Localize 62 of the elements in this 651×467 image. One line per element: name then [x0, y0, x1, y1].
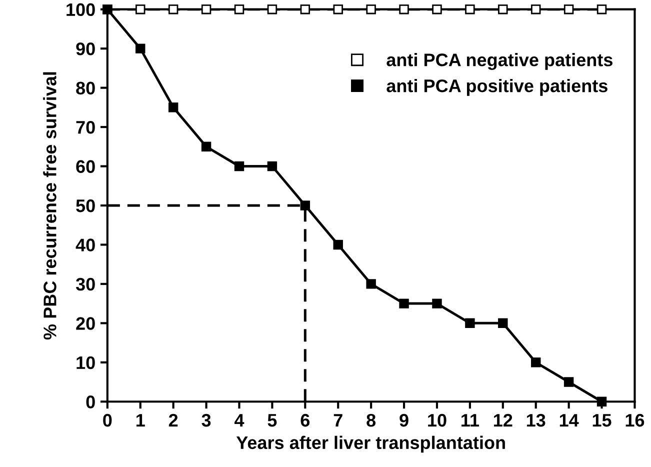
- legend-label: anti PCA negative patients: [386, 53, 612, 70]
- point: [596, 396, 607, 406]
- point: [300, 4, 310, 14]
- point: [168, 102, 178, 112]
- point: [366, 279, 376, 289]
- x-tick-label: 0: [103, 414, 112, 427]
- x-tick-label: 4: [234, 414, 244, 427]
- point: [234, 161, 244, 172]
- x-tick-label: 11: [462, 414, 479, 427]
- point: [596, 4, 607, 14]
- y-tick-label: 0: [86, 396, 95, 408]
- x-tick-label: 3: [202, 414, 211, 427]
- y-tick-label: 100: [66, 3, 95, 16]
- point: [564, 4, 574, 14]
- x-tick-label: 8: [366, 414, 376, 427]
- point: [432, 4, 442, 14]
- point: [267, 4, 278, 14]
- point: [333, 240, 343, 250]
- y-tick-label: 60: [76, 160, 95, 173]
- x-tick-label: 14: [560, 414, 579, 427]
- y-tick-label: 90: [76, 42, 95, 56]
- x-tick-label: 16: [626, 414, 644, 427]
- point: [432, 298, 442, 308]
- x-tick-label: 7: [334, 414, 342, 427]
- point: [136, 44, 146, 54]
- point: [530, 358, 541, 368]
- legend-label: anti PCA positive patients: [386, 78, 608, 96]
- y-axis-title: % PBC recurrence free survival: [43, 72, 56, 340]
- y-tick-label: 20: [76, 317, 95, 330]
- point: [333, 4, 343, 14]
- point: [234, 4, 244, 14]
- x-tick-label: 5: [268, 414, 277, 427]
- point: [498, 4, 508, 14]
- x-tick-label: 15: [592, 414, 612, 427]
- point: [366, 4, 376, 14]
- point: [530, 4, 541, 14]
- y-tick-label: 70: [76, 120, 95, 134]
- x-tick-label: 12: [494, 414, 512, 427]
- x-axis-title: Years after liver transplantation: [236, 436, 505, 453]
- point: [564, 377, 574, 387]
- y-tick-label: 80: [76, 82, 95, 95]
- point: [465, 4, 475, 14]
- y-tick-label: 30: [76, 278, 95, 291]
- point: [399, 298, 409, 308]
- y-tick-label: 40: [76, 238, 95, 252]
- x-tick-label: 6: [300, 414, 310, 427]
- point: [201, 4, 212, 14]
- point: [201, 142, 212, 152]
- y-tick-label: 10: [76, 356, 95, 370]
- point: [168, 4, 178, 14]
- point: [136, 4, 146, 14]
- x-tick-label: 1: [136, 414, 145, 427]
- point: [465, 318, 475, 328]
- point: [399, 4, 409, 14]
- x-tick-label: 13: [526, 414, 546, 427]
- point: [498, 318, 508, 328]
- y-tick-label: 50: [76, 199, 95, 212]
- point: [267, 161, 278, 172]
- point: [300, 200, 310, 210]
- x-tick-label: 2: [168, 414, 178, 427]
- x-tick-label: 9: [400, 414, 408, 427]
- x-tick-label: 10: [428, 414, 446, 427]
